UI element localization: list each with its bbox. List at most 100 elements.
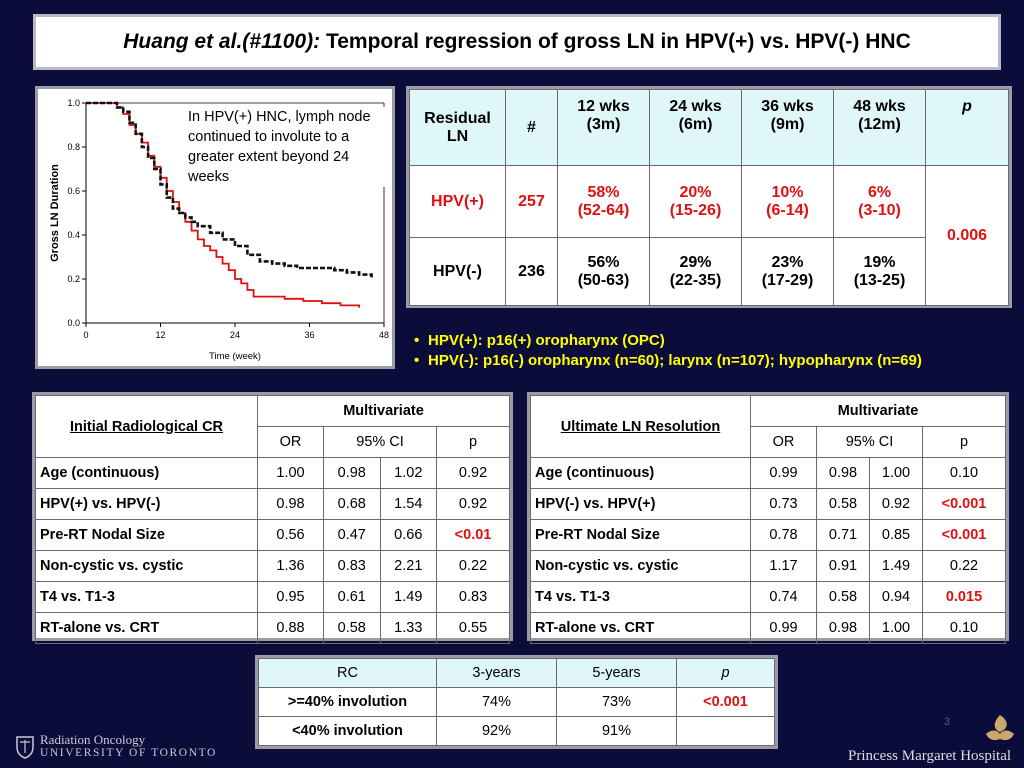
mv-cell-ci-high: 1.02 bbox=[379, 457, 438, 489]
mv-header-or: OR bbox=[257, 426, 324, 458]
mv-row-label: HPV(+) vs. HPV(-) bbox=[35, 488, 258, 520]
header-text: 12 wks bbox=[577, 98, 630, 115]
mv-cell-ci-high: 2.21 bbox=[379, 550, 438, 582]
table-row-hpv-pos: HPV(+) 257 58% (52-64) 20% (15-26) 10% (6-1… bbox=[409, 165, 1009, 306]
mv-cell-ci-high: 0.85 bbox=[869, 519, 923, 551]
cell-ci: (13-25) bbox=[853, 271, 906, 289]
mv-header-p: p bbox=[436, 426, 510, 458]
rc-row: >=40% involution 74% 73% <0.001 bbox=[258, 687, 775, 717]
mv-row-label: Pre-RT Nodal Size bbox=[35, 519, 258, 551]
mv-cell-or: 1.36 bbox=[257, 550, 324, 582]
mv-subheader-row: OR 95% CI p bbox=[531, 426, 1006, 458]
mv-cell-or: 0.99 bbox=[750, 457, 817, 489]
mv-cell-p: 0.22 bbox=[922, 550, 1006, 582]
table-row-hpv-neg: HPV(-) 236 56% (50-63) 29% (22-35) 23% (17-… bbox=[409, 237, 1009, 306]
cell-36wks: 10% (6-14) bbox=[741, 165, 834, 238]
mv-cell-or: 0.78 bbox=[750, 519, 817, 551]
mv-row-label: T4 vs. T1-3 bbox=[530, 581, 751, 613]
header-p: p bbox=[925, 89, 1009, 166]
mv-cell-ci-low: 0.91 bbox=[816, 550, 870, 582]
mv-cell-ci-high: 0.66 bbox=[379, 519, 438, 551]
table-header-row: Residual LN # 12 wks (3m) 24 wks (6m) 36 wk… bbox=[409, 89, 1009, 166]
mv-cell-ci-low: 0.58 bbox=[816, 488, 870, 520]
rc-row-label: >=40% involution bbox=[258, 687, 437, 717]
y-tick-label: 0.2 bbox=[67, 274, 80, 284]
mv-header-row: Initial Radiological CR Multivariate bbox=[35, 395, 510, 458]
mv-cell-ci-low: 0.98 bbox=[816, 457, 870, 489]
mv-cell-or: 0.74 bbox=[750, 581, 817, 613]
mv-row: T4 vs. T1-3 0.74 0.58 0.94 0.015 bbox=[530, 581, 1006, 613]
initial-cr-table-frame: Initial Radiological CR Multivariate OR … bbox=[32, 392, 513, 644]
mv-cell-or: 0.99 bbox=[750, 612, 817, 644]
mv-header-multivariate: Multivariate bbox=[750, 395, 1006, 427]
mv-row-label: Non-cystic vs. cystic bbox=[35, 550, 258, 582]
header-text: (12m) bbox=[858, 116, 901, 133]
y-tick-label: 0.4 bbox=[67, 230, 80, 240]
rc-header-3y: 3-years bbox=[436, 658, 557, 688]
mv-row-label: Age (continuous) bbox=[530, 457, 751, 489]
mv-row-label: HPV(-) vs. HPV(+) bbox=[530, 488, 751, 520]
mv-cell-ci-low: 0.61 bbox=[323, 581, 381, 613]
slide-number: 3 bbox=[944, 716, 951, 728]
mv-table-title: Initial Radiological CR bbox=[35, 395, 258, 458]
series-line-hpv_neg bbox=[86, 101, 373, 279]
header-text: 48 wks bbox=[853, 98, 906, 115]
rc-cell-3y: 74% bbox=[436, 687, 557, 717]
rc-cell-p: <0.001 bbox=[676, 687, 775, 717]
cell-24wks: 29% (22-35) bbox=[649, 237, 742, 306]
mv-table-title: Ultimate LN Resolution bbox=[530, 395, 751, 458]
mv-cell-p: 0.10 bbox=[922, 457, 1006, 489]
mv-header-p: p bbox=[922, 426, 1006, 458]
cell-value: 58% bbox=[587, 183, 620, 201]
row-count: 236 bbox=[505, 237, 558, 306]
y-tick-label: 0.0 bbox=[67, 318, 80, 328]
mv-cell-ci-high: 1.49 bbox=[379, 581, 438, 613]
cell-value: 23% bbox=[771, 253, 804, 271]
y-tick-label: 0.6 bbox=[67, 186, 80, 196]
residual-ln-table-frame: Residual LN # 12 wks (3m) 24 wks (6m) 36 wk… bbox=[406, 86, 1012, 308]
mv-cell-or: 0.56 bbox=[257, 519, 324, 551]
kaplan-meier-chart: 0.0 0.2 0.4 0.6 0.8 1.0 0 12 24 36 48 Time (week) Gr… bbox=[35, 86, 395, 369]
mv-cell-ci-low: 0.58 bbox=[816, 581, 870, 613]
header-24wks: 24 wks (6m) bbox=[649, 89, 742, 166]
university-name: UNIVERSITY OF TORONTO bbox=[40, 747, 217, 759]
slide-title-box: Huang et al.(#1100): Temporal regression… bbox=[33, 14, 1001, 70]
mv-row-label: Pre-RT Nodal Size bbox=[530, 519, 751, 551]
cell-36wks: 23% (17-29) bbox=[741, 237, 834, 306]
cell-ci: (3-10) bbox=[858, 201, 901, 219]
cell-value: 6% bbox=[867, 183, 892, 201]
mv-cell-or: 0.73 bbox=[750, 488, 817, 520]
mv-body: Age (continuous) 0.99 0.98 1.00 0.10 HPV(-) v… bbox=[530, 457, 1006, 644]
university-text: Radiation Oncology UNIVERSITY OF TORONTO bbox=[40, 733, 217, 760]
mv-cell-p: 0.92 bbox=[436, 488, 510, 520]
mv-cell-p: 0.83 bbox=[436, 581, 510, 613]
mv-row: Non-cystic vs. cystic 1.17 0.91 1.49 0.22 bbox=[530, 550, 1006, 582]
cell-ci: (17-29) bbox=[761, 271, 814, 289]
mv-cell-or: 1.00 bbox=[257, 457, 324, 489]
header-count: # bbox=[505, 89, 558, 166]
mv-cell-ci-low: 0.58 bbox=[323, 612, 381, 644]
ultimate-ln-table-frame: Ultimate LN Resolution Multivariate OR 9… bbox=[527, 392, 1009, 644]
rc-row-label: <40% involution bbox=[258, 716, 437, 746]
cell-24wks: 20% (15-26) bbox=[649, 165, 742, 238]
mv-row-label: RT-alone vs. CRT bbox=[530, 612, 751, 644]
header-text: p bbox=[962, 98, 972, 115]
cell-ci: (15-26) bbox=[669, 201, 722, 219]
crest-icon bbox=[16, 735, 34, 759]
x-tick-label: 12 bbox=[155, 330, 165, 340]
mv-header-ci: 95% CI bbox=[322, 426, 438, 458]
mv-cell-p: <0.01 bbox=[436, 519, 510, 551]
row-label: HPV(-) bbox=[409, 237, 506, 306]
mv-row: Pre-RT Nodal Size 0.56 0.47 0.66 <0.01 bbox=[35, 519, 510, 551]
mv-cell-ci-low: 0.83 bbox=[323, 550, 381, 582]
mv-cell-ci-high: 1.00 bbox=[869, 457, 923, 489]
rc-cell-5y: 73% bbox=[556, 687, 677, 717]
slide-title-citation: Huang et al.(#1100): bbox=[123, 30, 321, 53]
x-axis-label: Time (week) bbox=[209, 351, 261, 362]
mv-row: HPV(+) vs. HPV(-) 0.98 0.68 1.54 0.92 bbox=[35, 488, 510, 520]
rc-header-rc: RC bbox=[258, 658, 437, 688]
mv-cell-ci-low: 0.71 bbox=[816, 519, 870, 551]
y-tick-label: 1.0 bbox=[67, 98, 80, 108]
slide-title-text: Temporal regression of gross LN in HPV(+… bbox=[320, 30, 911, 53]
mv-row-label: RT-alone vs. CRT bbox=[35, 612, 258, 644]
